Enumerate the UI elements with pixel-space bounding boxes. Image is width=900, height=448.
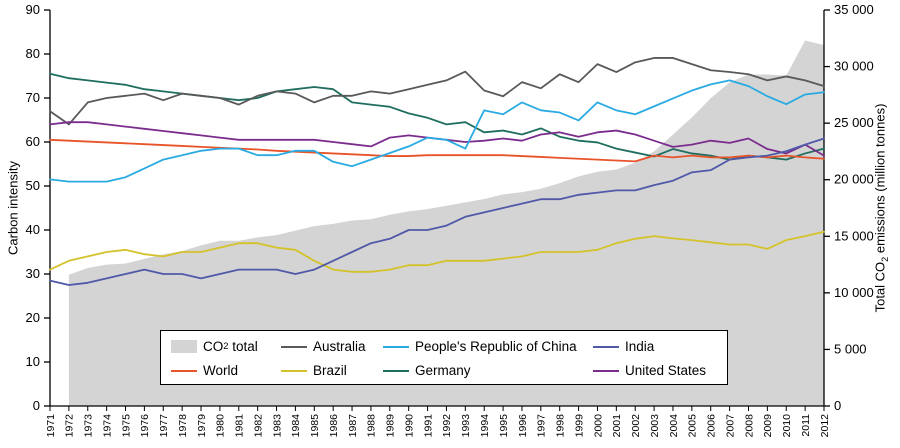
svg-text:1973: 1973 <box>83 414 95 438</box>
svg-text:1993: 1993 <box>460 414 472 438</box>
svg-text:2001: 2001 <box>611 414 623 438</box>
svg-text:30: 30 <box>26 266 40 281</box>
svg-text:0: 0 <box>834 398 841 413</box>
svg-text:40: 40 <box>26 222 40 237</box>
svg-text:80: 80 <box>26 46 40 61</box>
svg-text:2004: 2004 <box>668 414 680 438</box>
svg-text:5 000: 5 000 <box>834 341 867 356</box>
svg-text:60: 60 <box>26 134 40 149</box>
svg-text:1971: 1971 <box>45 414 57 438</box>
svg-text:90: 90 <box>26 2 40 17</box>
svg-text:1972: 1972 <box>64 414 76 438</box>
svg-text:1980: 1980 <box>215 414 227 438</box>
svg-text:2003: 2003 <box>649 414 661 438</box>
svg-text:1994: 1994 <box>479 414 491 438</box>
svg-text:1990: 1990 <box>403 414 415 438</box>
svg-text:20 000: 20 000 <box>834 172 874 187</box>
svg-text:1983: 1983 <box>271 414 283 438</box>
svg-text:2007: 2007 <box>724 414 736 438</box>
svg-text:1974: 1974 <box>101 414 113 438</box>
svg-text:15 000: 15 000 <box>834 228 874 243</box>
svg-text:2002: 2002 <box>630 414 642 438</box>
svg-text:1998: 1998 <box>555 414 567 438</box>
svg-text:1976: 1976 <box>139 414 151 438</box>
svg-text:1986: 1986 <box>328 414 340 438</box>
svg-text:0: 0 <box>33 398 40 413</box>
svg-text:1995: 1995 <box>498 414 510 438</box>
svg-text:2000: 2000 <box>592 414 604 438</box>
svg-text:30 000: 30 000 <box>834 59 874 74</box>
svg-text:2006: 2006 <box>706 414 718 438</box>
svg-text:35 000: 35 000 <box>834 2 874 17</box>
svg-text:2012: 2012 <box>819 414 831 438</box>
svg-text:1981: 1981 <box>234 414 246 438</box>
svg-text:1989: 1989 <box>385 414 397 438</box>
svg-text:1999: 1999 <box>573 414 585 438</box>
svg-text:1988: 1988 <box>366 414 378 438</box>
svg-text:20: 20 <box>26 310 40 325</box>
svg-text:2008: 2008 <box>743 414 755 438</box>
svg-text:2005: 2005 <box>687 414 699 438</box>
svg-text:1985: 1985 <box>309 414 321 438</box>
svg-text:1996: 1996 <box>517 414 529 438</box>
svg-text:2010: 2010 <box>781 414 793 438</box>
svg-text:1987: 1987 <box>347 414 359 438</box>
svg-text:2011: 2011 <box>800 414 812 437</box>
svg-text:1992: 1992 <box>441 414 453 438</box>
svg-text:2009: 2009 <box>762 414 774 438</box>
svg-text:70: 70 <box>26 90 40 105</box>
svg-text:1991: 1991 <box>422 414 434 438</box>
svg-text:10 000: 10 000 <box>834 285 874 300</box>
svg-text:50: 50 <box>26 178 40 193</box>
svg-text:1979: 1979 <box>196 414 208 438</box>
svg-text:1997: 1997 <box>536 414 548 438</box>
svg-text:1982: 1982 <box>252 414 264 438</box>
svg-text:1975: 1975 <box>120 414 132 438</box>
svg-text:1978: 1978 <box>177 414 189 438</box>
svg-text:25 000: 25 000 <box>834 115 874 130</box>
svg-text:1977: 1977 <box>158 414 170 438</box>
svg-text:10: 10 <box>26 354 40 369</box>
svg-text:1984: 1984 <box>290 414 302 438</box>
